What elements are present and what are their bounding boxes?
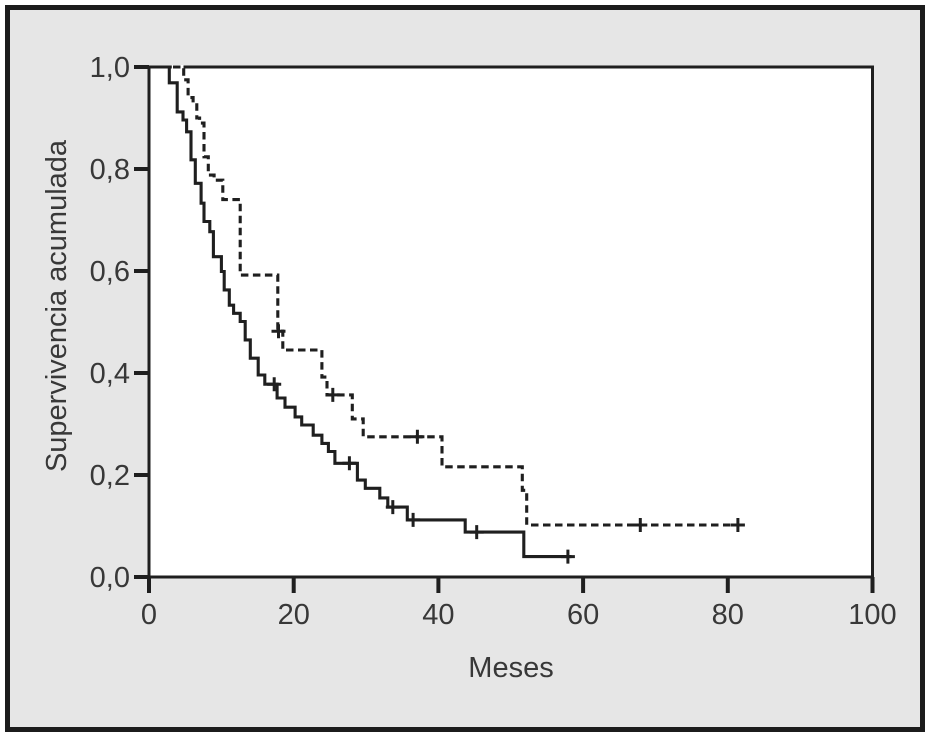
y-tick-label: 0,0 xyxy=(90,562,130,594)
axis-ticks xyxy=(134,65,875,593)
y-tick-label: 0,8 xyxy=(90,154,130,186)
censor-mark-curve-dashed xyxy=(410,429,425,444)
plot-area xyxy=(147,65,874,579)
y-tick-label: 1,0 xyxy=(90,52,130,84)
y-tick-label: 0,4 xyxy=(90,358,130,390)
y-tick-label: 0,6 xyxy=(90,256,130,288)
x-tick-label: 80 xyxy=(712,599,744,631)
censor-mark-curve-solid xyxy=(560,549,575,564)
y-axis-title: Supervivencia acumulada xyxy=(41,139,73,472)
axis-labels: 0 20 40 60 80 100 0,0 0,2 0,4 0,6 0,8 1,0 Meses Super… xyxy=(41,52,897,684)
censor-mark-curve-dashed xyxy=(325,387,340,402)
x-axis-title: Meses xyxy=(468,652,553,684)
x-tick-label: 20 xyxy=(278,599,310,631)
figure-border xyxy=(5,5,925,732)
censor-mark-curve-solid xyxy=(342,456,357,471)
censor-mark-curve-solid xyxy=(469,525,484,540)
x-tick-label: 60 xyxy=(567,599,599,631)
x-tick-label: 0 xyxy=(141,599,157,631)
censor-mark-curve-solid xyxy=(385,500,400,515)
censor-mark-curve-dashed xyxy=(730,518,745,532)
survival-curve-solid xyxy=(149,65,572,559)
survival-curves xyxy=(149,65,745,559)
censor-mark-curve-solid xyxy=(267,377,282,392)
x-tick-label: 40 xyxy=(422,599,454,631)
censor-mark-curve-dashed xyxy=(271,324,286,339)
censor-marks xyxy=(267,324,745,564)
y-tick-label: 0,2 xyxy=(90,460,130,492)
censor-mark-curve-dashed xyxy=(633,518,648,532)
x-tick-label: 100 xyxy=(848,599,896,631)
censor-mark-curve-solid xyxy=(406,512,421,527)
